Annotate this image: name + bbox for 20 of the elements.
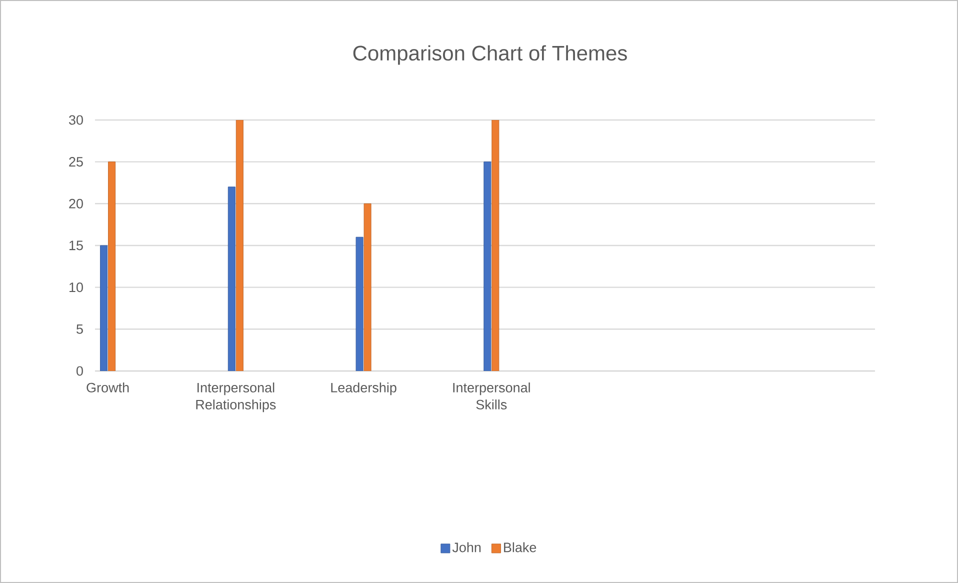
x-tick-label: Interpersonal Relationships <box>196 382 276 412</box>
y-tick-label: 10 <box>70 282 83 292</box>
chart-title: Comparison Chart of Themes <box>353 45 627 65</box>
bar <box>108 162 116 371</box>
bar <box>484 162 492 371</box>
bar <box>492 120 500 371</box>
bar <box>100 245 108 371</box>
y-tick-label: 5 <box>76 324 83 334</box>
y-tick-label: 15 <box>70 240 83 250</box>
x-tick-label: Interpersonal Skills <box>453 382 530 410</box>
legend-label: John <box>452 542 481 552</box>
y-tick-label: 0 <box>76 366 83 376</box>
bar <box>228 186 236 371</box>
x-tick-label: Leadership <box>331 382 396 396</box>
legend-label: Blake <box>504 542 536 552</box>
y-tick-label: 30 <box>68 115 83 125</box>
x-tick-label: Growth <box>86 382 129 392</box>
y-tick-label: 25 <box>69 157 83 167</box>
bar <box>236 120 244 371</box>
y-tick-label: 20 <box>69 198 83 208</box>
